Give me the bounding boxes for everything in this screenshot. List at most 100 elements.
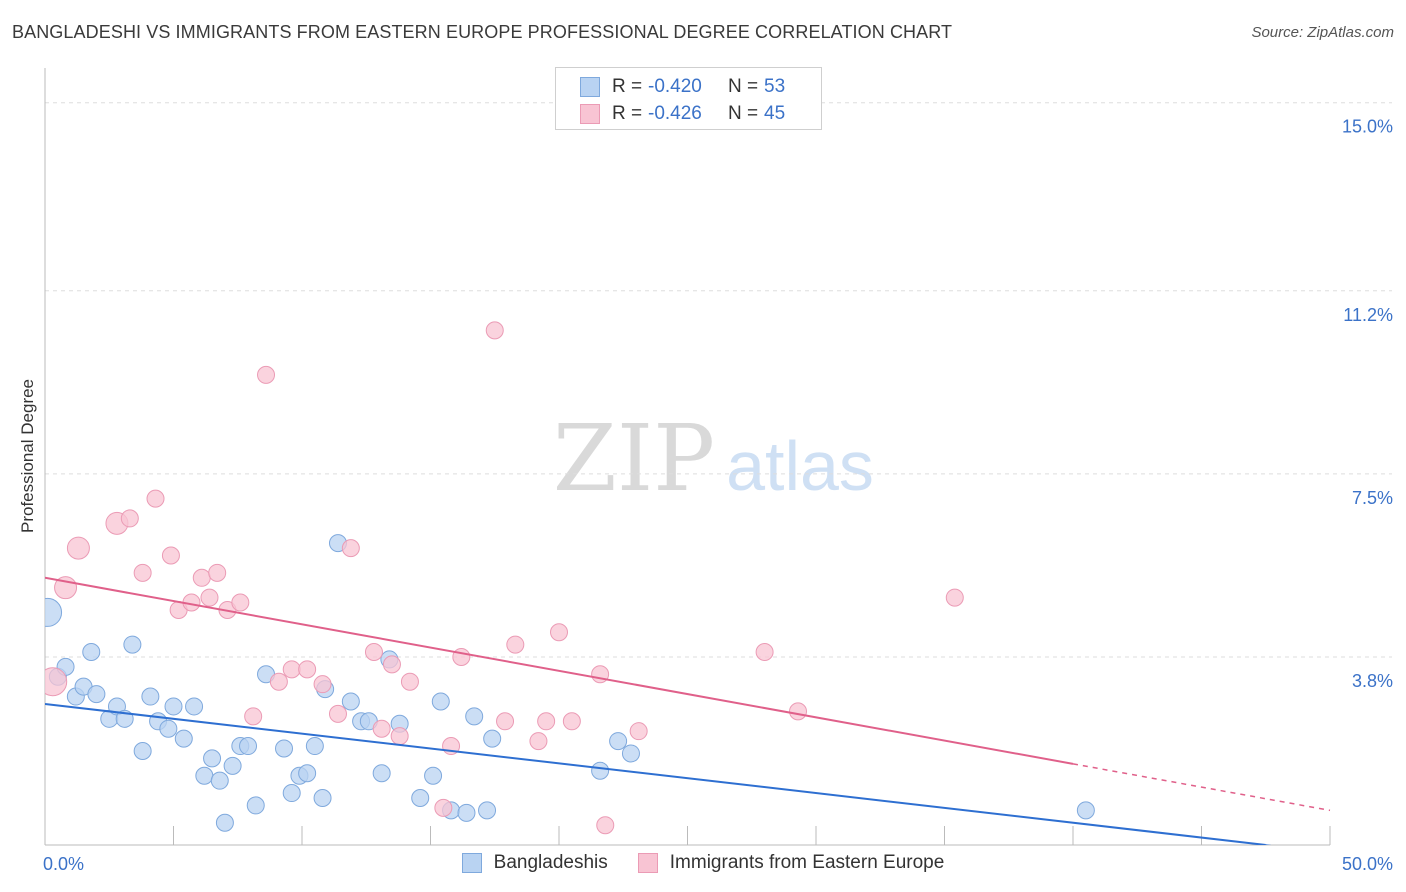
x-tick-label: 50.0%: [1342, 854, 1393, 874]
eastern-europe-point: [390, 727, 409, 746]
eastern-europe-point: [372, 719, 391, 738]
bangladeshi-point: [424, 766, 443, 785]
bangladeshi-point: [411, 788, 430, 807]
eastern-europe-point: [496, 712, 515, 731]
eastern-europe-point: [120, 509, 139, 528]
eastern-europe-point: [66, 536, 90, 560]
eastern-europe-point: [282, 660, 301, 679]
bangladeshi-point: [483, 729, 502, 748]
bangladeshi-point: [1076, 801, 1095, 820]
legend-swatch-pink: [637, 853, 658, 873]
bangladeshi-point: [313, 788, 332, 807]
legend-label: Immigrants from Eastern Europe: [669, 852, 945, 873]
trend-line-solid: [45, 576, 1074, 765]
bangladeshi-point: [141, 687, 160, 706]
legend-r-value: -0.420: [648, 76, 702, 97]
eastern-europe-point: [400, 672, 419, 691]
eastern-europe-point: [382, 655, 401, 674]
trend-line-dashed: [1072, 763, 1331, 812]
legend-swatch-blue: [580, 77, 600, 97]
eastern-europe-point: [506, 635, 525, 654]
eastern-europe-point: [364, 643, 383, 662]
bangladeshi-point: [45, 597, 63, 627]
bangladeshi-point: [275, 739, 294, 758]
eastern-europe-point: [562, 712, 581, 731]
eastern-europe-point: [231, 593, 250, 612]
bangladeshi-point: [203, 749, 222, 768]
eastern-europe-point: [755, 643, 774, 662]
bangladeshi-point: [591, 761, 610, 780]
bangladeshi-point: [195, 766, 214, 785]
bangladeshi-point: [239, 737, 258, 756]
legend-n-value: 45: [764, 103, 786, 124]
eastern-europe-point: [298, 660, 317, 679]
eastern-europe-point: [629, 722, 648, 741]
x-tick-label: 0.0%: [43, 854, 84, 874]
series-legend: Bangladeshis Immigrants from Eastern Eur…: [0, 852, 1406, 874]
bangladeshi-point: [457, 803, 476, 822]
legend-item-bangladeshis[interactable]: Bangladeshis: [461, 852, 608, 874]
bangladeshi-trend: [45, 702, 1273, 845]
source-label: Source: ZipAtlas.com: [1251, 24, 1394, 41]
bangladeshi-point: [133, 741, 152, 760]
eastern-europe-point: [200, 588, 219, 607]
eastern-europe-point: [244, 707, 263, 726]
eastern-europe-point: [45, 667, 68, 697]
bangladeshi-point: [164, 697, 183, 716]
eastern-europe-point: [257, 365, 276, 384]
legend-n-value: 53: [764, 76, 786, 97]
legend-r-label: R =: [612, 103, 643, 124]
bangladeshi-point: [298, 764, 317, 783]
legend-label: Bangladeshis: [493, 852, 608, 873]
bangladeshi-point: [123, 635, 142, 654]
eastern-europe-point: [341, 539, 360, 558]
bangladeshi-point: [82, 643, 101, 662]
bangladeshi-point: [372, 764, 391, 783]
eastern-europe-point: [133, 563, 152, 582]
legend-r-label: R =: [612, 76, 643, 97]
legend-n-label: N =: [728, 76, 759, 97]
bangladeshi-point: [210, 771, 229, 790]
bangladeshi-point: [465, 707, 484, 726]
bangladeshi-point: [621, 744, 640, 763]
correlation-legend: R = -0.420 N = 53 R = -0.426 N = 45: [555, 67, 822, 130]
eastern-europe-point: [208, 563, 227, 582]
watermark-zip: ZIP: [553, 405, 715, 512]
eastern-europe-point: [434, 798, 453, 817]
legend-item-eastern-europe[interactable]: Immigrants from Eastern Europe: [637, 852, 945, 874]
bangladeshi-point: [431, 692, 450, 711]
watermark-atlas: atlas: [726, 427, 874, 505]
bangladeshi-point: [478, 801, 497, 820]
legend-n-label: N =: [728, 103, 759, 124]
legend-r-value: -0.426: [648, 103, 702, 124]
bangladeshi-point: [282, 784, 301, 803]
legend-swatch-pink: [580, 104, 600, 124]
eastern-europe-point: [328, 704, 347, 723]
bangladeshi-points: [45, 534, 1095, 832]
eastern-europe-point: [485, 321, 504, 340]
legend-row-bangladeshis: R = -0.420 N = 53: [580, 75, 785, 99]
eastern-europe-point: [269, 672, 288, 691]
eastern-europe-trend: [45, 576, 1331, 812]
eastern-europe-point: [192, 568, 211, 587]
legend-swatch-blue: [461, 853, 482, 873]
eastern-europe-point: [161, 546, 180, 565]
trend-line-solid: [45, 702, 1266, 845]
bangladeshi-point: [305, 737, 324, 756]
bangladeshi-point: [87, 685, 106, 704]
eastern-europe-point: [313, 675, 332, 694]
bangladeshi-point: [185, 697, 204, 716]
bangladeshi-point: [223, 756, 242, 775]
bangladeshi-point: [215, 813, 234, 832]
bangladeshi-point: [246, 796, 265, 815]
eastern-europe-point: [550, 623, 568, 642]
eastern-europe-point: [452, 647, 471, 666]
bangladeshi-point: [341, 692, 360, 711]
eastern-europe-points: [45, 321, 964, 835]
bangladeshi-point: [609, 732, 628, 751]
y-tick-label: 11.2%: [1343, 305, 1393, 325]
y-tick-label: 15.0%: [1342, 117, 1393, 137]
eastern-europe-point: [789, 702, 808, 721]
eastern-europe-point: [146, 489, 165, 508]
